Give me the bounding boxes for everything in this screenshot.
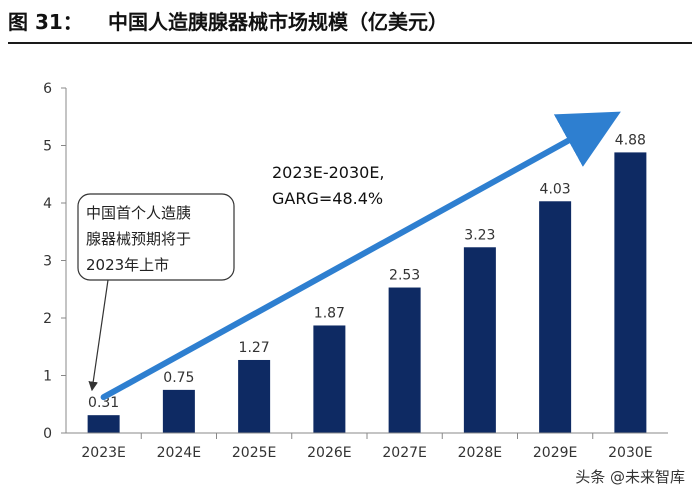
bar-2029E bbox=[539, 201, 572, 433]
callout-line-2: 腺器械预期将于 bbox=[86, 230, 191, 248]
callout-box bbox=[77, 193, 235, 281]
bar-value-label: 3.23 bbox=[464, 227, 495, 243]
y-tick-label: 2 bbox=[43, 311, 52, 327]
x-tick-label: 2027E bbox=[382, 445, 426, 461]
x-tick-label: 2023E bbox=[81, 445, 125, 461]
figure-label: 图 31： bbox=[8, 10, 83, 34]
y-tick-label: 5 bbox=[43, 139, 52, 155]
x-tick-label: 2025E bbox=[232, 445, 276, 461]
trend-arrow bbox=[100, 111, 621, 401]
bar-2024E bbox=[162, 389, 195, 433]
figure-header: 图 31： 中国人造胰腺器械市场规模（亿美元） bbox=[0, 0, 700, 44]
x-tick-label: 2030E bbox=[608, 445, 652, 461]
source-watermark: 头条 @未来智库 bbox=[572, 466, 688, 487]
bar-value-label: 1.27 bbox=[239, 340, 270, 356]
bar-value-label: 4.88 bbox=[615, 132, 646, 148]
bar-2025E bbox=[238, 359, 271, 433]
bar-2030E bbox=[614, 152, 647, 433]
x-tick-label: 2029E bbox=[533, 445, 577, 461]
y-tick-label: 1 bbox=[43, 369, 52, 385]
bar-2028E bbox=[463, 247, 496, 433]
cagr-annotation: 2023E-2030E, GARG=48.4% bbox=[272, 163, 385, 208]
bar-2026E bbox=[313, 325, 346, 433]
x-tick-label: 2024E bbox=[157, 445, 201, 461]
x-tick-label: 2028E bbox=[458, 445, 502, 461]
callout-line-1: 中国首个人造胰 bbox=[86, 204, 191, 222]
y-tick-label: 3 bbox=[43, 254, 52, 270]
bar-value-label: 1.87 bbox=[314, 305, 345, 321]
x-tick-label: 2026E bbox=[307, 445, 351, 461]
bar-value-label: 4.03 bbox=[540, 181, 571, 197]
bar-value-label: 0.31 bbox=[88, 395, 119, 411]
bar-value-label: 2.53 bbox=[389, 268, 420, 284]
cagr-line-2: GARG=48.4% bbox=[272, 189, 383, 208]
y-tick-label: 6 bbox=[43, 81, 52, 97]
bar-2023E bbox=[87, 415, 120, 433]
y-tick-label: 0 bbox=[43, 426, 52, 442]
launch-callout: 中国首个人造胰 腺器械预期将于 2023年上市 bbox=[77, 193, 235, 392]
cagr-line-1: 2023E-2030E, bbox=[272, 163, 385, 182]
callout-pointer bbox=[88, 279, 109, 392]
figure-title: 中国人造胰腺器械市场规模（亿美元） bbox=[108, 10, 448, 34]
bar-value-label: 0.75 bbox=[163, 370, 194, 386]
y-tick-label: 4 bbox=[43, 196, 52, 212]
bar-2027E bbox=[388, 287, 421, 433]
callout-line-3: 2023年上市 bbox=[86, 256, 169, 274]
title-divider bbox=[8, 42, 692, 44]
